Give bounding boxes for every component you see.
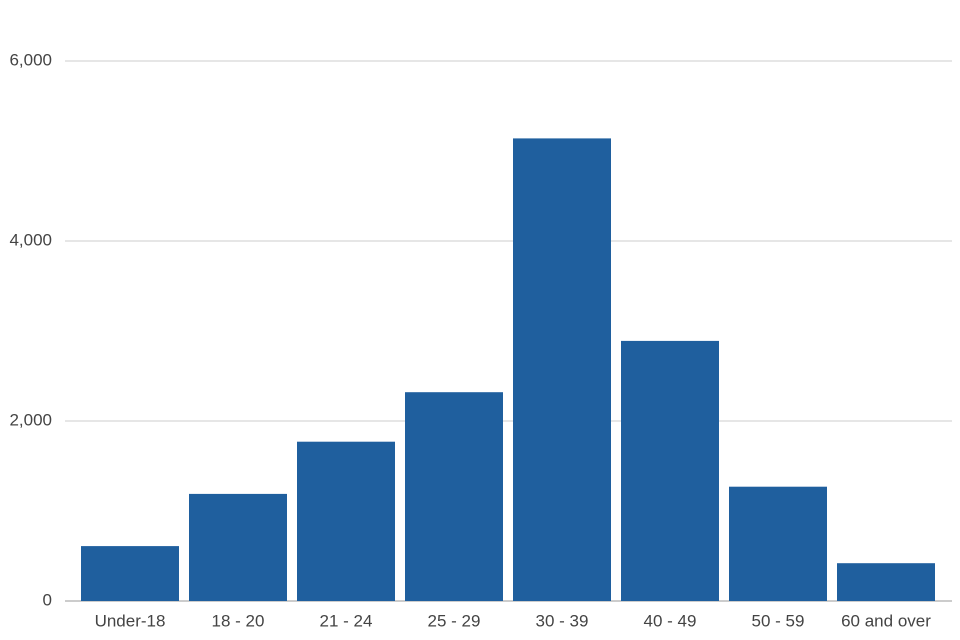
y-tick-label: 0: [43, 590, 52, 609]
bar: [621, 340, 719, 601]
y-tick-label: 6,000: [9, 50, 52, 69]
bar: [837, 563, 935, 601]
bar: [729, 486, 827, 601]
y-tick-label: 2,000: [9, 410, 52, 429]
x-tick-label: 60 and over: [841, 611, 931, 630]
x-tick-label: 40 - 49: [644, 611, 697, 630]
y-tick-label: 4,000: [9, 230, 52, 249]
x-tick-label: 50 - 59: [752, 611, 805, 630]
x-tick-label: 30 - 39: [536, 611, 589, 630]
x-tick-label: Under-18: [95, 611, 166, 630]
x-tick-label: 21 - 24: [320, 611, 373, 630]
x-tick-label: 18 - 20: [212, 611, 265, 630]
bar: [81, 546, 179, 601]
x-tick-label: 25 - 29: [428, 611, 481, 630]
bar: [513, 138, 611, 601]
bar: [297, 441, 395, 601]
bar: [405, 392, 503, 601]
bar: [189, 493, 287, 601]
